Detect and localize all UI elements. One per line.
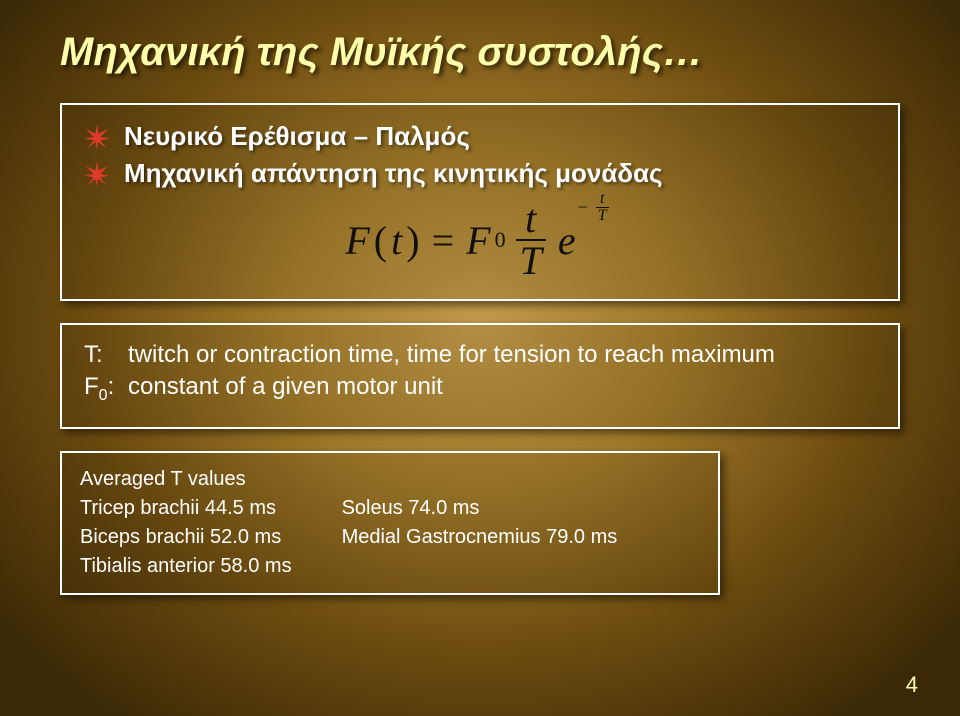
values-col-right: Soleus 74.0 ms Medial Gastrocnemius 79.0…	[342, 494, 618, 581]
values-col-left: Tricep brachii 44.5 ms Biceps brachii 52…	[80, 494, 292, 581]
definitions-box: T: twitch or contraction time, time for …	[60, 323, 900, 429]
def-T-symbol: T:	[84, 341, 118, 369]
value-biceps: Biceps brachii 52.0 ms	[80, 523, 292, 552]
eq-minus: −	[578, 197, 588, 218]
starburst-icon	[84, 124, 110, 150]
starburst-icon	[84, 161, 110, 187]
eq-t-arg: t	[391, 217, 402, 264]
bullet-row-2: Μηχανική απάντηση της κινητικής μονάδας	[84, 158, 876, 189]
def-F0-text: constant of a given motor unit	[128, 373, 443, 405]
eq-exponent: − t T	[578, 191, 615, 224]
value-soleus: Soleus 74.0 ms	[342, 494, 618, 523]
values-columns: Tricep brachii 44.5 ms Biceps brachii 52…	[80, 494, 700, 581]
eq-close: )	[406, 217, 419, 264]
def-T-text: twitch or contraction time, time for ten…	[128, 341, 775, 369]
def-F0-F: F	[84, 373, 99, 400]
value-tibialis: Tibialis anterior 58.0 ms	[80, 552, 292, 581]
value-tricep: Tricep brachii 44.5 ms	[80, 494, 292, 523]
def-row-T: T: twitch or contraction time, time for …	[84, 341, 876, 369]
eq-F: F	[345, 217, 369, 264]
eq-sup-num: t	[598, 191, 606, 207]
eq-frac-den: T	[516, 241, 546, 281]
eq-F0-zero: 0	[495, 227, 506, 253]
eq-sup-den: T	[596, 208, 609, 224]
eq-sup-frac: t T	[596, 191, 609, 224]
def-row-F0: F0: constant of a given motor unit	[84, 373, 876, 405]
eq-frac-num: t	[521, 199, 540, 239]
eq-e: e	[558, 217, 576, 264]
content-box-main: Νευρικό Ερέθισμα – Παλμός Μηχανική απάντ…	[60, 103, 900, 301]
bullet-row-1: Νευρικό Ερέθισμα – Παλμός	[84, 121, 876, 152]
value-gastrocnemius: Medial Gastrocnemius 79.0 ms	[342, 523, 618, 552]
slide-title: Μηχανική της Μυϊκής συστολής…	[60, 30, 900, 75]
values-box: Averaged T values Tricep brachii 44.5 ms…	[60, 451, 720, 595]
eq-open: (	[374, 217, 387, 264]
page-number: 4	[906, 672, 918, 698]
eq-exp: e − t T	[558, 217, 615, 264]
eq-equals: =	[432, 217, 455, 264]
values-heading: Averaged T values	[80, 465, 700, 494]
equation: F ( t ) = F 0 t T e − t T	[84, 199, 876, 281]
def-F0-zero: 0	[99, 387, 108, 404]
bullet-text-2: Μηχανική απάντηση της κινητικής μονάδας	[124, 158, 663, 189]
eq-frac-tT: t T	[516, 199, 546, 281]
eq-F0-F: F	[466, 217, 490, 264]
def-F0-colon: :	[108, 373, 115, 400]
bullet-text-1: Νευρικό Ερέθισμα – Παλμός	[124, 121, 470, 152]
def-F0-symbol: F0:	[84, 373, 118, 405]
